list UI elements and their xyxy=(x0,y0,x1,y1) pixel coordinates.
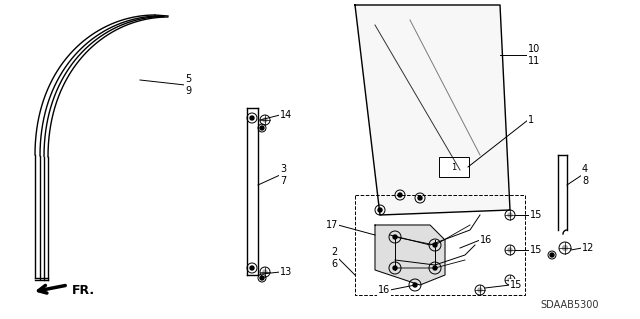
Text: 14: 14 xyxy=(280,110,292,120)
Text: 16: 16 xyxy=(378,285,390,295)
Text: 10
11: 10 11 xyxy=(528,44,540,66)
Text: 15: 15 xyxy=(530,245,542,255)
Polygon shape xyxy=(375,225,445,285)
Circle shape xyxy=(250,266,254,270)
Text: 1: 1 xyxy=(451,162,456,172)
Text: 12: 12 xyxy=(582,243,595,253)
Circle shape xyxy=(250,116,254,120)
Text: 2
6: 2 6 xyxy=(332,247,338,269)
Polygon shape xyxy=(355,5,510,215)
Text: 4
8: 4 8 xyxy=(582,164,588,186)
Text: SDAAB5300: SDAAB5300 xyxy=(541,300,599,310)
Text: 15: 15 xyxy=(510,280,522,290)
Circle shape xyxy=(478,288,482,292)
Circle shape xyxy=(393,235,397,239)
Text: 15: 15 xyxy=(530,210,542,220)
Circle shape xyxy=(263,270,267,274)
Text: 17: 17 xyxy=(326,220,338,230)
Circle shape xyxy=(260,126,264,130)
Circle shape xyxy=(260,276,264,280)
Text: 13: 13 xyxy=(280,267,292,277)
Text: 16: 16 xyxy=(480,235,492,245)
Circle shape xyxy=(398,193,402,197)
Circle shape xyxy=(378,208,382,212)
Circle shape xyxy=(418,196,422,200)
Circle shape xyxy=(433,243,437,247)
FancyBboxPatch shape xyxy=(439,157,469,177)
Circle shape xyxy=(263,118,267,122)
Circle shape xyxy=(413,283,417,287)
Circle shape xyxy=(508,248,512,252)
Circle shape xyxy=(393,266,397,270)
Circle shape xyxy=(563,246,568,250)
Circle shape xyxy=(433,266,437,270)
Text: 1: 1 xyxy=(528,115,534,125)
Text: FR.: FR. xyxy=(72,284,95,296)
Text: 5
9: 5 9 xyxy=(185,74,191,96)
Text: 3
7: 3 7 xyxy=(280,164,286,186)
Circle shape xyxy=(508,213,512,217)
Circle shape xyxy=(550,253,554,257)
Circle shape xyxy=(508,278,512,282)
